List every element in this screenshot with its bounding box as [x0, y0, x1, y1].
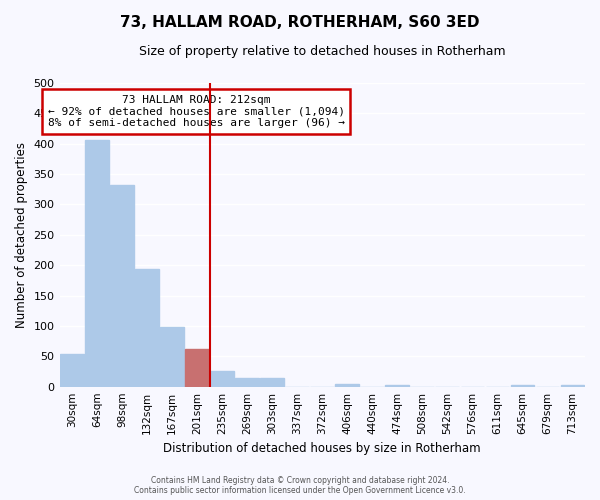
Bar	[160, 327, 184, 386]
Bar	[335, 384, 359, 386]
Bar	[210, 372, 234, 386]
Bar	[135, 270, 159, 386]
Bar	[385, 385, 409, 386]
Bar	[185, 349, 209, 387]
Bar	[85, 140, 109, 386]
Text: 73, HALLAM ROAD, ROTHERHAM, S60 3ED: 73, HALLAM ROAD, ROTHERHAM, S60 3ED	[120, 15, 480, 30]
Bar	[60, 354, 84, 386]
Y-axis label: Number of detached properties: Number of detached properties	[15, 142, 28, 328]
Bar	[110, 185, 134, 386]
Title: Size of property relative to detached houses in Rotherham: Size of property relative to detached ho…	[139, 45, 506, 58]
Bar	[560, 385, 584, 386]
Bar	[235, 378, 259, 386]
Text: Contains HM Land Registry data © Crown copyright and database right 2024.
Contai: Contains HM Land Registry data © Crown c…	[134, 476, 466, 495]
Bar	[511, 385, 535, 386]
X-axis label: Distribution of detached houses by size in Rotherham: Distribution of detached houses by size …	[163, 442, 481, 455]
Bar	[260, 378, 284, 386]
Text: 73 HALLAM ROAD: 212sqm
← 92% of detached houses are smaller (1,094)
8% of semi-d: 73 HALLAM ROAD: 212sqm ← 92% of detached…	[47, 95, 344, 128]
